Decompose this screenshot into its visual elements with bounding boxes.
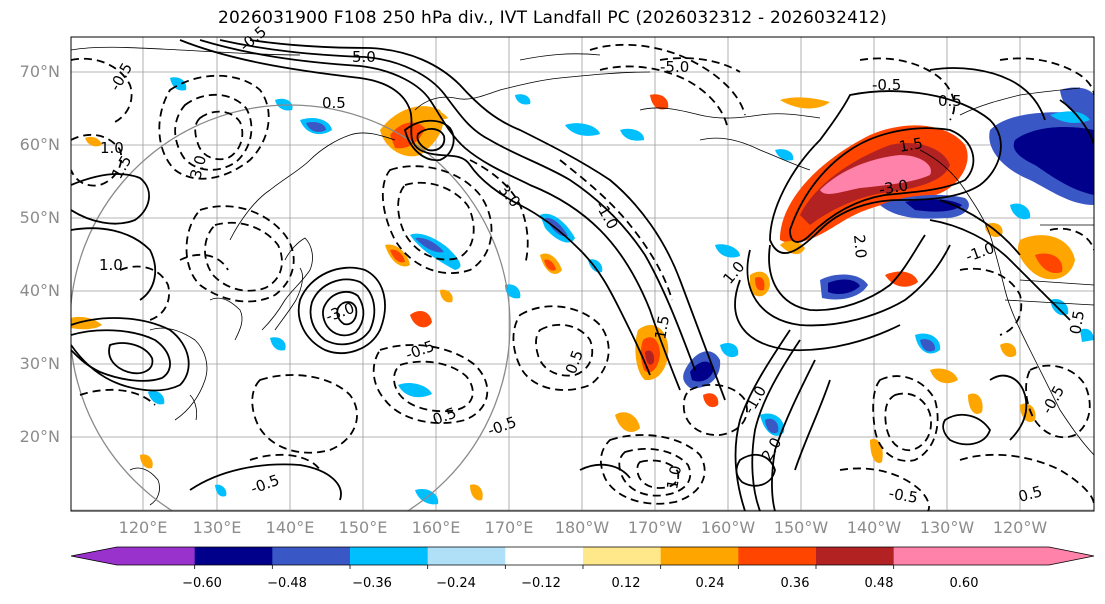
lon-label: 170°W	[627, 518, 683, 537]
lon-label: 150°W	[773, 518, 829, 537]
lon-label: 120°E	[118, 518, 168, 537]
colorbar-extend-low	[71, 547, 117, 565]
map-content	[71, 37, 1094, 511]
contour-label: 5.0	[352, 48, 376, 66]
colorbar-outline	[70, 546, 1095, 566]
contour-label: 1.0	[99, 256, 123, 274]
colorbar-segment	[660, 547, 739, 565]
colorbar-segment	[272, 547, 351, 565]
contour-label: 0.5	[938, 92, 962, 110]
contour-label: 1.0	[663, 464, 685, 491]
contour-label-group: -0.5 5.0 -0.5 0.5 1.0 1.5 3.0 -3.0 2.0 -…	[99, 22, 1088, 507]
colorbar-tick: −0.24	[436, 576, 476, 591]
colorbar-tick: −0.12	[521, 576, 561, 591]
lat-label: 60°N	[19, 135, 60, 154]
lon-label: 140°E	[265, 518, 315, 537]
lon-label: 130°W	[919, 518, 975, 537]
contour-label: 1.0	[100, 139, 124, 157]
map-frame	[70, 36, 1095, 512]
contour-label: 1.5	[898, 134, 925, 156]
colorbar-segment	[971, 547, 1050, 565]
contour-label: 2.0	[850, 234, 870, 259]
colorbar-segment	[816, 547, 895, 565]
colorbar-tick: −0.60	[182, 576, 222, 591]
contour-label: 1.5	[651, 314, 673, 341]
lat-label: 20°N	[19, 427, 60, 446]
colorbar-tick: 0.36	[780, 576, 810, 591]
lat-label: 30°N	[19, 354, 60, 373]
colorbar-segment	[350, 547, 429, 565]
lat-label: 50°N	[19, 208, 60, 227]
graticule	[71, 37, 1094, 511]
contour-label: -0.5	[887, 484, 919, 507]
colorbar-segment	[738, 547, 817, 565]
page-title: 2026031900 F108 250 hPa div., IVT Landfa…	[218, 8, 887, 28]
colorbar-segment	[505, 547, 584, 565]
colorbar-segment	[117, 547, 196, 565]
lat-label: 40°N	[19, 281, 60, 300]
lon-label: 140°W	[846, 518, 902, 537]
map-background	[71, 37, 1094, 511]
colorbar-tick: 0.48	[864, 576, 894, 591]
colorbar-tick: −0.48	[267, 576, 307, 591]
lon-label: 160°W	[700, 518, 756, 537]
colorbar-tick: 0.12	[611, 576, 641, 591]
contour-label: 3.0	[186, 153, 210, 181]
colorbar-tick: 0.24	[695, 576, 725, 591]
contour-label: -3.0	[878, 176, 910, 199]
solid-contours	[71, 39, 1094, 511]
colorbar	[70, 546, 1095, 569]
colorbar-tick: 0.60	[949, 576, 979, 591]
colorbar-segment	[427, 547, 506, 565]
colorbar-segment	[194, 547, 273, 565]
contour-label: 0.5	[322, 94, 346, 112]
range-circle	[71, 104, 511, 511]
colorbar-segment	[893, 547, 972, 565]
contour-label: 0.5	[1066, 309, 1088, 336]
divergence-shading	[71, 77, 1094, 505]
lon-label: 130°E	[192, 518, 242, 537]
colorbar-extend-high	[1049, 547, 1094, 565]
colorbar-tick: −0.36	[352, 576, 392, 591]
contour-label: -5.0	[660, 58, 689, 76]
lon-label: 170°E	[484, 518, 534, 537]
colorbar-segment	[583, 547, 662, 565]
lat-label: 70°N	[19, 62, 60, 81]
dashed-contours	[71, 43, 1094, 511]
contour-label: 0.5	[1016, 482, 1044, 506]
contour-label: -0.5	[872, 76, 901, 94]
lon-label: 160°E	[411, 518, 461, 537]
lon-label: 180°W	[554, 518, 610, 537]
lon-label: 150°E	[338, 518, 388, 537]
lon-label: 120°W	[992, 518, 1048, 537]
